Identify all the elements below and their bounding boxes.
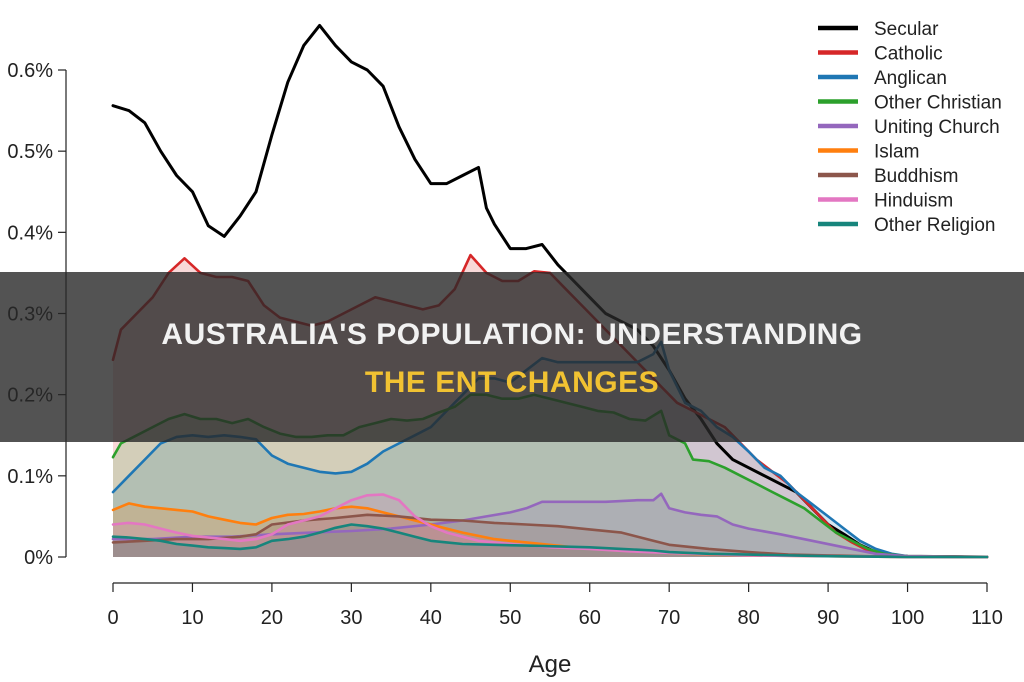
legend-label-islam: Islam bbox=[874, 142, 919, 163]
legend: Secular Catholic Anglican Other Christian Un… bbox=[818, 19, 1002, 236]
x-tick-label: 90 bbox=[817, 607, 839, 629]
legend-label-secular: Secular bbox=[874, 19, 939, 40]
x-tick-label: 100 bbox=[891, 607, 924, 629]
y-tick-label: 0.1% bbox=[7, 466, 53, 488]
x-tick-label: 70 bbox=[658, 607, 680, 629]
x-tick-label: 50 bbox=[499, 607, 521, 629]
line-other-religion bbox=[111, 523, 989, 559]
y-tick-label: 0.4% bbox=[7, 222, 53, 244]
area-buddhism bbox=[113, 514, 987, 557]
legend-label-hinduism: Hinduism bbox=[874, 191, 953, 212]
line-hinduism bbox=[111, 493, 989, 559]
banner-title-line-1: AUSTRALIA'S POPULATION: UNDERSTANDING bbox=[161, 318, 863, 351]
x-tick-label: 80 bbox=[738, 607, 760, 629]
x-tick-label: 40 bbox=[420, 607, 442, 629]
area-other-christian bbox=[113, 394, 987, 557]
line-buddhism bbox=[111, 513, 989, 559]
area-hinduism bbox=[113, 494, 987, 557]
x-axis: 0 10 20 30 40 50 60 70 80 90 100 110 bbox=[107, 582, 1003, 629]
legend-label-other-christian: Other Christian bbox=[874, 93, 1002, 114]
title-banner: AUSTRALIA'S POPULATION: UNDERSTANDING TH… bbox=[0, 272, 1024, 442]
x-tick-label: 110 bbox=[971, 607, 1003, 629]
legend-label-uniting-church: Uniting Church bbox=[874, 117, 1000, 138]
x-tick-label: 0 bbox=[107, 607, 118, 629]
x-tick-label: 30 bbox=[340, 607, 362, 629]
y-tick-label: 0.5% bbox=[7, 141, 53, 163]
x-tick-label: 60 bbox=[579, 607, 601, 629]
area-islam bbox=[113, 503, 987, 557]
y-tick-label: 0% bbox=[24, 547, 53, 569]
legend-label-catholic: Catholic bbox=[874, 44, 943, 65]
line-secular bbox=[111, 23, 989, 559]
x-tick-label: 10 bbox=[181, 607, 203, 629]
x-tick-label: 20 bbox=[261, 607, 283, 629]
banner-title-line-2: THE ENT CHANGES bbox=[364, 366, 660, 399]
y-tick-label: 0.6% bbox=[7, 60, 53, 82]
legend-label-anglican: Anglican bbox=[874, 68, 947, 89]
area-anglican bbox=[113, 341, 987, 557]
legend-label-buddhism: Buddhism bbox=[874, 166, 959, 187]
x-axis-label: Age bbox=[529, 651, 572, 678]
legend-label-other-religion: Other Religion bbox=[874, 215, 995, 236]
line-uniting-church bbox=[111, 492, 989, 559]
